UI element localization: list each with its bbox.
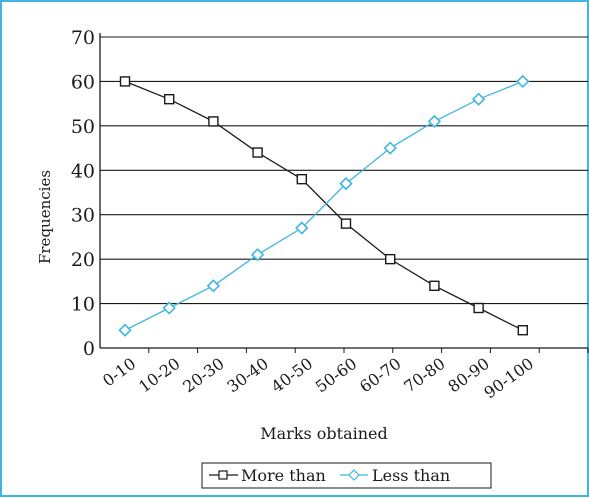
x-tick-label: 20-30 bbox=[179, 354, 227, 396]
data-point-less-than bbox=[471, 92, 486, 106]
x-axis-title: Marks obtained bbox=[260, 424, 388, 443]
y-tick-label: 40 bbox=[71, 160, 95, 182]
y-tick-label: 0 bbox=[83, 338, 95, 360]
data-point-more-than bbox=[252, 147, 263, 158]
data-point-more-than bbox=[517, 325, 528, 336]
y-tick-label: 70 bbox=[71, 27, 95, 49]
series-markers bbox=[118, 74, 530, 337]
legend-item-less-than: Less than bbox=[340, 466, 450, 485]
data-point-less-than bbox=[118, 323, 132, 337]
y-tick-label: 20 bbox=[71, 249, 95, 271]
data-point-less-than bbox=[295, 221, 309, 235]
legend: More than Less than bbox=[201, 462, 492, 489]
y-tick-labels: 0 10 20 30 40 50 60 70 bbox=[71, 27, 95, 360]
grid-lines bbox=[100, 36, 588, 305]
legend-item-more-than: More than bbox=[209, 466, 326, 485]
y-axis-title: Frequencies bbox=[36, 170, 54, 264]
x-tick-label: 70-80 bbox=[400, 354, 448, 396]
data-point-more-than bbox=[119, 76, 131, 87]
data-point-more-than bbox=[429, 280, 440, 291]
data-point-more-than bbox=[340, 218, 352, 229]
data-point-more-than bbox=[473, 302, 484, 314]
y-tick-label: 50 bbox=[71, 116, 95, 138]
y-tick-label: 30 bbox=[71, 205, 95, 227]
x-tick-labels: 0-1010-2020-3030-4040-5050-6060-7070-808… bbox=[99, 354, 537, 402]
data-point-more-than bbox=[385, 253, 396, 265]
data-point-less-than bbox=[250, 248, 265, 262]
series-lines bbox=[124, 80, 524, 331]
y-tick-label: 10 bbox=[71, 294, 95, 316]
data-point-more-than bbox=[208, 116, 219, 127]
axes bbox=[99, 33, 589, 353]
data-point-less-than bbox=[162, 301, 176, 315]
x-tick-label: 50-60 bbox=[312, 354, 360, 396]
legend-label-more-than: More than bbox=[241, 466, 326, 485]
data-point-more-than bbox=[163, 93, 175, 105]
data-point-less-than bbox=[516, 74, 530, 89]
legend-label-less-than: Less than bbox=[372, 466, 450, 485]
x-tick-label: 40-50 bbox=[268, 354, 316, 396]
x-tick-label: 10-20 bbox=[135, 354, 183, 396]
legend-square-marker bbox=[218, 470, 228, 480]
data-point-more-than bbox=[296, 173, 307, 185]
y-tick-label: 60 bbox=[71, 71, 95, 93]
x-tick-label: 60-70 bbox=[356, 354, 404, 396]
data-point-less-than bbox=[427, 114, 442, 129]
series-line-more-than bbox=[124, 80, 524, 331]
data-point-less-than bbox=[339, 176, 353, 191]
series-line-less-than bbox=[124, 80, 524, 331]
x-tick-label: 90-100 bbox=[480, 354, 537, 402]
legend-diamond-marker bbox=[348, 469, 360, 481]
data-point-less-than bbox=[383, 141, 397, 155]
data-point-less-than bbox=[206, 279, 221, 293]
x-tick-label: 30-40 bbox=[223, 354, 271, 396]
x-tick-label: 0-10 bbox=[99, 354, 139, 391]
